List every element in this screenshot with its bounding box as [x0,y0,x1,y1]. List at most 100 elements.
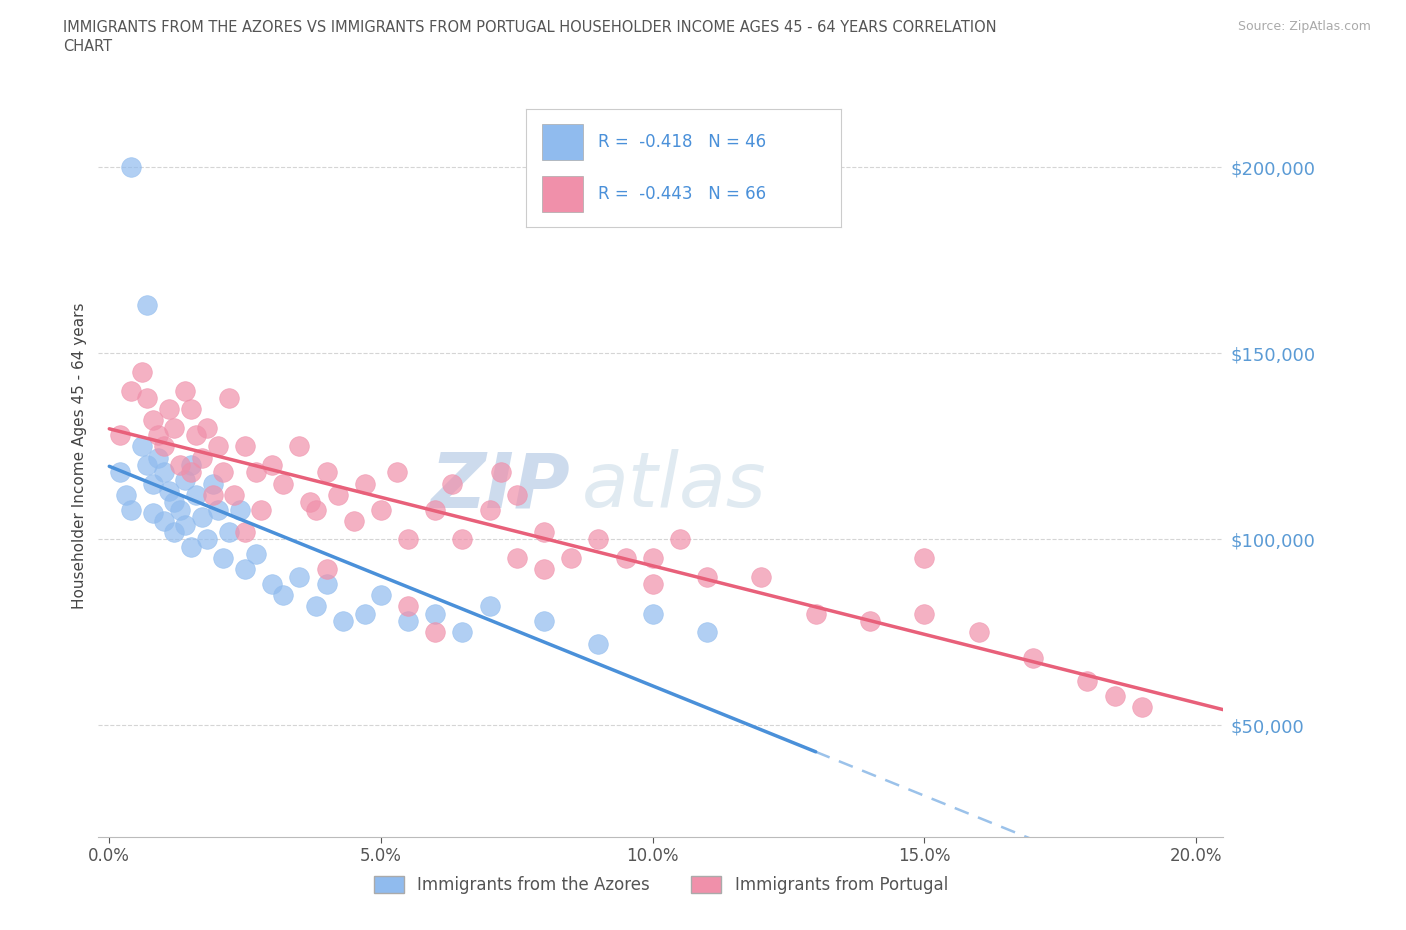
Point [506,487,529,502]
Point [614,551,637,565]
Point [250,502,273,517]
Point [478,599,501,614]
Point [489,465,512,480]
Point [696,569,718,584]
Point [120,383,142,398]
Point [299,495,322,510]
Point [174,383,197,398]
Point [305,599,328,614]
Point [1130,699,1153,714]
Point [163,525,186,539]
Point [315,465,337,480]
Point [271,588,294,603]
Point [212,465,235,480]
Point [912,606,935,621]
Point [1076,673,1098,688]
Text: ZIP: ZIP [432,449,571,524]
Point [131,439,153,454]
Point [641,606,664,621]
Point [190,510,212,525]
Point [271,476,294,491]
Point [180,465,202,480]
Point [370,502,392,517]
Point [506,551,529,565]
Point [343,513,366,528]
Point [108,465,131,480]
Point [228,502,250,517]
Point [163,495,186,510]
Point [262,458,284,472]
Point [669,532,692,547]
Point [533,525,555,539]
Point [641,577,664,591]
Point [174,517,197,532]
Point [859,614,882,629]
Point [588,636,610,651]
Point [588,532,610,547]
Point [114,487,136,502]
Point [332,614,354,629]
Point [245,547,267,562]
Point [315,577,337,591]
Point [749,569,772,584]
Point [396,532,419,547]
Legend: Immigrants from the Azores, Immigrants from Portugal: Immigrants from the Azores, Immigrants f… [367,870,955,901]
Point [396,599,419,614]
Point [288,439,311,454]
Text: atlas: atlas [582,449,766,524]
Point [207,502,229,517]
Text: IMMIGRANTS FROM THE AZORES VS IMMIGRANTS FROM PORTUGAL HOUSEHOLDER INCOME AGES 4: IMMIGRANTS FROM THE AZORES VS IMMIGRANTS… [63,20,997,35]
Point [262,577,284,591]
Point [148,450,170,465]
Point [353,476,375,491]
Y-axis label: Householder Income Ages 45 - 64 years: Householder Income Ages 45 - 64 years [72,302,87,609]
Point [560,551,582,565]
Point [180,539,202,554]
Point [804,606,827,621]
Point [425,606,447,621]
Point [152,439,174,454]
Point [387,465,409,480]
Point [195,532,218,547]
Point [305,502,328,517]
Point [396,614,419,629]
Point [451,532,474,547]
Point [370,588,392,603]
Point [157,484,180,498]
Point [233,439,256,454]
Point [245,465,267,480]
Point [136,298,159,312]
Point [163,420,186,435]
Point [315,562,337,577]
Point [1022,651,1045,666]
Point [157,402,180,417]
Point [912,551,935,565]
Point [120,160,142,175]
Point [326,487,349,502]
Point [233,562,256,577]
Point [152,513,174,528]
Point [451,625,474,640]
Point [218,391,240,405]
Point [218,525,240,539]
Point [533,614,555,629]
Point [201,476,224,491]
Point [478,502,501,517]
Point [425,502,447,517]
Point [148,428,170,443]
Point [696,625,718,640]
Point [212,551,235,565]
Point [108,428,131,443]
Point [174,472,197,487]
Point [967,625,990,640]
Text: CHART: CHART [63,39,112,54]
Point [152,465,174,480]
Point [207,439,229,454]
Point [136,458,159,472]
Point [233,525,256,539]
Point [131,365,153,379]
Point [353,606,375,621]
Point [288,569,311,584]
Point [440,476,463,491]
Point [186,487,208,502]
